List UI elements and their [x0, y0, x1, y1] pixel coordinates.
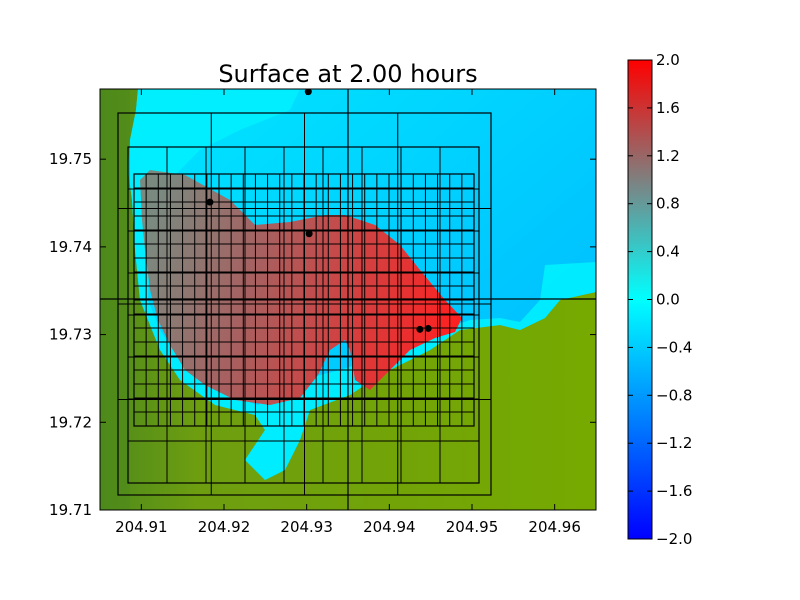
colorbar-tick-label: −1.2	[656, 434, 692, 452]
x-tick-label: 204.95	[446, 518, 499, 536]
x-tick-label: 204.96	[528, 518, 581, 536]
colorbar-tick-label: −0.4	[656, 338, 692, 356]
gauge-markers	[206, 89, 432, 333]
x-tick-label: 204.91	[115, 518, 168, 536]
colorbar-tick-label: 2.0	[656, 51, 680, 69]
colorbar-tick-label: 1.6	[656, 99, 680, 117]
x-tick-label: 204.92	[198, 518, 251, 536]
y-axis: 19.71 19.72 19.73 19.74 19.75	[49, 150, 596, 519]
gauge-marker	[206, 198, 214, 206]
gauge-marker	[424, 324, 432, 332]
surface-map	[100, 89, 596, 510]
nearshore-region	[128, 89, 596, 480]
gauge-marker	[305, 230, 313, 238]
x-tick-label: 204.94	[363, 518, 416, 536]
gauge-marker	[416, 325, 424, 333]
y-tick-label: 19.74	[49, 238, 92, 256]
y-tick-label: 19.72	[49, 413, 92, 431]
y-tick-label: 19.71	[49, 501, 92, 519]
y-tick-label: 19.75	[49, 150, 92, 168]
flood-region	[140, 170, 462, 405]
colorbar-tick-label: 0.0	[656, 291, 680, 309]
colorbar-tick-label: 1.2	[656, 147, 680, 165]
x-tick-label: 204.93	[280, 518, 333, 536]
amr-grid-lines	[100, 89, 596, 510]
axes-frame	[99, 88, 597, 511]
x-axis: 204.91 204.92 204.93 204.94 204.95 204.96	[115, 89, 581, 536]
colorbar-tick-label: 0.4	[656, 243, 680, 261]
chart-title: Surface at 2.00 hours	[218, 60, 477, 88]
colorbar-ticks: 2.0 1.6 1.2 0.8 0.4 0.0 −0.4 −0.8 −1.2 −1.6 −2.0	[628, 51, 692, 548]
colorbar-tick-label: 0.8	[656, 195, 680, 213]
colorbar-tick-label: −1.6	[656, 482, 692, 500]
land-region	[100, 89, 596, 510]
colorbar-tick-label: −0.8	[656, 386, 692, 404]
y-tick-label: 19.73	[49, 326, 92, 344]
colorbar-tick-label: −2.0	[656, 530, 692, 548]
